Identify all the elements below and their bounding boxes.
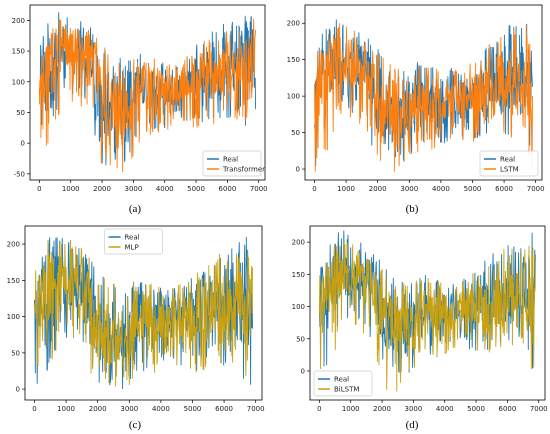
x-tick-label: 4000 bbox=[156, 185, 174, 193]
x-tick-label: 7000 bbox=[527, 185, 545, 193]
panel-caption: (d) bbox=[406, 419, 419, 431]
x-tick-label: 6000 bbox=[498, 405, 516, 413]
panel-3: 0 1000 2000 3000 4000 5000 6000 7000 0 50 100 150 20… bbox=[7, 225, 265, 431]
x-tick-label: 1000 bbox=[62, 185, 80, 193]
y-tick-label: 200 bbox=[292, 239, 305, 247]
plot-area bbox=[314, 19, 533, 172]
x-tick-label: 4000 bbox=[152, 405, 170, 413]
y-tick-label: 50 bbox=[11, 349, 20, 357]
axes-frame bbox=[304, 4, 543, 181]
y-tick-label: 150 bbox=[12, 48, 25, 56]
legend: Real Transformer bbox=[202, 150, 265, 177]
y-tick-label: 0 bbox=[301, 368, 305, 376]
legend-label-real: Real bbox=[125, 234, 140, 242]
y-tick-label: 150 bbox=[292, 271, 305, 279]
y-tick-label: 100 bbox=[287, 93, 300, 101]
y-tick-label: 50 bbox=[16, 109, 25, 117]
series-transformer-line bbox=[38, 18, 257, 172]
axes-frame bbox=[309, 225, 546, 401]
legend-label-real: Real bbox=[223, 156, 238, 164]
panel-1: 0 1000 2000 3000 4000 5000 6000 7000 -50 0 50 100 15… bbox=[12, 4, 268, 215]
plot-area bbox=[34, 236, 253, 390]
x-tick-label: 2000 bbox=[93, 185, 111, 193]
series-lstm-line bbox=[314, 23, 533, 172]
y-tick-label: 0 bbox=[21, 140, 25, 148]
y-tick-label: 200 bbox=[7, 241, 20, 249]
legend-label-transformer: Transformer bbox=[222, 166, 265, 174]
y-tick-label: 0 bbox=[296, 166, 300, 174]
x-tick-label: 6000 bbox=[215, 405, 233, 413]
y-tick-label: 200 bbox=[12, 17, 25, 25]
x-tick-label: 2000 bbox=[373, 405, 391, 413]
panel-caption: (c) bbox=[129, 419, 142, 431]
y-tick-label: 0 bbox=[16, 386, 20, 394]
x-tick-label: 5000 bbox=[184, 405, 202, 413]
x-tick-label: 0 bbox=[317, 405, 321, 413]
series-bilstm-line bbox=[318, 240, 537, 392]
x-tick-label: 0 bbox=[37, 185, 41, 193]
legend-label-real: Real bbox=[500, 156, 515, 164]
panel-caption: (b) bbox=[406, 203, 419, 215]
legend: Real BiLSTM bbox=[313, 370, 373, 397]
x-tick-label: 5000 bbox=[187, 185, 205, 193]
panel-2: 0 1000 2000 3000 4000 5000 6000 7000 0 50 100 150 20… bbox=[287, 4, 545, 215]
x-tick-label: 0 bbox=[312, 185, 316, 193]
x-tick-label: 3000 bbox=[400, 185, 418, 193]
panel-4: 0 1000 2000 3000 4000 5000 6000 7000 0 50 100 150 20… bbox=[292, 225, 548, 431]
legend-label-lstm: LSTM bbox=[500, 166, 519, 174]
x-tick-label: 5000 bbox=[467, 405, 485, 413]
y-tick-label: 100 bbox=[12, 78, 25, 86]
x-tick-label: 3000 bbox=[124, 185, 142, 193]
y-tick-label: 100 bbox=[292, 303, 305, 311]
y-tick-label: 50 bbox=[296, 335, 305, 343]
axes-frame bbox=[24, 225, 263, 401]
legend: Real MLP bbox=[104, 228, 163, 255]
plot-area bbox=[318, 230, 537, 392]
legend-label-mlp: MLP bbox=[125, 244, 139, 252]
y-tick-label: -50 bbox=[14, 170, 25, 178]
x-tick-label: 4000 bbox=[432, 185, 450, 193]
series-mlp-line bbox=[34, 239, 253, 387]
x-tick-label: 2000 bbox=[369, 185, 387, 193]
x-tick-label: 6000 bbox=[495, 185, 513, 193]
y-tick-label: 150 bbox=[7, 277, 20, 285]
legend: Real LSTM bbox=[479, 150, 539, 177]
legend-label-real: Real bbox=[334, 376, 349, 384]
legend-label-bilstm: BiLSTM bbox=[334, 386, 359, 394]
x-tick-label: 3000 bbox=[120, 405, 138, 413]
panel-caption: (a) bbox=[129, 203, 142, 215]
x-tick-label: 2000 bbox=[89, 405, 107, 413]
y-tick-label: 100 bbox=[7, 313, 20, 321]
x-tick-label: 1000 bbox=[342, 405, 360, 413]
x-tick-label: 7000 bbox=[250, 185, 268, 193]
x-tick-label: 6000 bbox=[218, 185, 236, 193]
x-tick-label: 0 bbox=[32, 405, 36, 413]
x-tick-label: 4000 bbox=[436, 405, 454, 413]
plot-area bbox=[38, 12, 257, 172]
x-tick-label: 1000 bbox=[337, 185, 355, 193]
y-tick-label: 50 bbox=[291, 129, 300, 137]
y-tick-label: 200 bbox=[287, 20, 300, 28]
y-tick-label: 150 bbox=[287, 56, 300, 64]
axes-frame bbox=[29, 4, 266, 181]
x-tick-label: 7000 bbox=[247, 405, 265, 413]
x-tick-label: 1000 bbox=[57, 405, 75, 413]
x-tick-label: 3000 bbox=[404, 405, 422, 413]
x-tick-label: 5000 bbox=[464, 185, 482, 193]
x-tick-label: 7000 bbox=[530, 405, 548, 413]
